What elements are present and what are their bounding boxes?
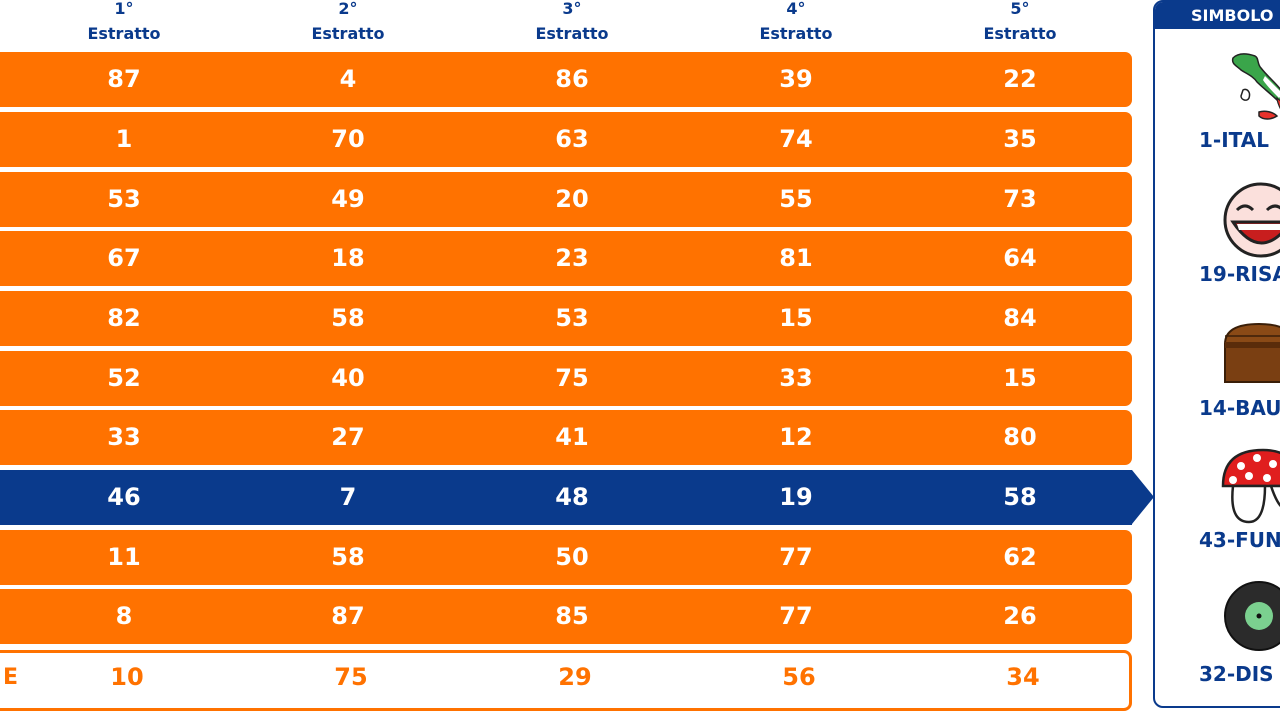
draw-number: 77 (779, 602, 813, 630)
draw-number: 48 (555, 483, 589, 511)
draw-number: 34 (1006, 663, 1040, 691)
draw-number: 33 (107, 423, 141, 451)
draw-number: 52 (107, 364, 141, 392)
draw-number: 77 (779, 543, 813, 571)
column-header-5: 5° Estratto (950, 0, 1090, 42)
column-label: Estratto (87, 24, 161, 43)
draw-number: 7 (339, 483, 357, 511)
draw-number: 75 (555, 364, 589, 392)
symbol-name: 19-RISA (1199, 262, 1280, 286)
draw-number: 56 (782, 663, 816, 691)
draw-number: 53 (555, 304, 589, 332)
draw-row-11-outlined[interactable]: E 10 75 29 56 34 (0, 650, 1132, 711)
draw-row-6[interactable]: 52 40 75 33 15 (0, 351, 1132, 406)
draw-number: 23 (555, 244, 589, 272)
draw-row-3[interactable]: 53 49 20 55 73 (0, 172, 1132, 227)
draw-number: 4 (339, 65, 357, 93)
draw-number: 50 (555, 543, 589, 571)
draw-number: 15 (1003, 364, 1037, 392)
draw-number: 67 (107, 244, 141, 272)
column-label: Estratto (311, 24, 385, 43)
draw-row-1[interactable]: 87 4 86 39 22 (0, 52, 1132, 107)
draw-row-4[interactable]: 67 18 23 81 64 (0, 231, 1132, 286)
draw-number: 58 (331, 543, 365, 571)
mushroom-icon (1221, 448, 1280, 524)
laughing-face-icon (1223, 182, 1280, 258)
draw-number: 49 (331, 185, 365, 213)
draw-number: 73 (1003, 185, 1037, 213)
symbol-name: 1-ITAL (1199, 128, 1269, 152)
draw-number: 84 (1003, 304, 1037, 332)
draw-number: 20 (555, 185, 589, 213)
draw-number: 40 (331, 364, 365, 392)
draw-number: 39 (779, 65, 813, 93)
draw-row-9[interactable]: 11 58 50 77 62 (0, 530, 1132, 585)
draw-row-2[interactable]: 1 70 63 74 35 (0, 112, 1132, 167)
draw-number: 10 (110, 663, 144, 691)
symbol-name: 43-FUN (1199, 528, 1280, 552)
column-header-2: 2° Estratto (278, 0, 418, 42)
draw-number: 53 (107, 185, 141, 213)
draw-number: 46 (107, 483, 141, 511)
draw-number: 19 (779, 483, 813, 511)
column-ordinal: 2° (338, 0, 358, 18)
column-label: Estratto (535, 24, 609, 43)
draw-number: 41 (555, 423, 589, 451)
draw-number: 87 (107, 65, 141, 93)
column-label: Estratto (759, 24, 833, 43)
draw-number: 82 (107, 304, 141, 332)
draw-number: 35 (1003, 125, 1037, 153)
draw-number: 62 (1003, 543, 1037, 571)
symbols-panel-title: SIMBOLO (1155, 2, 1280, 29)
draw-number: 29 (558, 663, 592, 691)
draw-number: 64 (1003, 244, 1037, 272)
draw-number: 22 (1003, 65, 1037, 93)
symbols-panel: SIMBOLO 1-ITAL 19-RISA 14-BAU (1153, 0, 1280, 708)
column-header-4: 4° Estratto (726, 0, 866, 42)
column-label: Estratto (983, 24, 1057, 43)
column-ordinal: 4° (786, 0, 806, 18)
chest-icon (1223, 322, 1280, 383)
column-ordinal: 5° (1010, 0, 1030, 18)
draw-number: 33 (779, 364, 813, 392)
symbol-name: 32-DIS (1199, 662, 1274, 686)
draw-number: 18 (331, 244, 365, 272)
draw-number: 12 (779, 423, 813, 451)
draw-number: 74 (779, 125, 813, 153)
draw-number: 75 (334, 663, 368, 691)
draw-number: 81 (779, 244, 813, 272)
draw-number: 15 (779, 304, 813, 332)
draw-number: 11 (107, 543, 141, 571)
draw-number: 80 (1003, 423, 1037, 451)
column-ordinal: 3° (562, 0, 582, 18)
draw-number: 55 (779, 185, 813, 213)
draw-number: 8 (115, 602, 133, 630)
draw-number: 1 (115, 125, 133, 153)
draw-row-10[interactable]: 8 87 85 77 26 (0, 589, 1132, 644)
draw-row-5[interactable]: 82 58 53 15 84 (0, 291, 1132, 346)
column-header-row: 1° Estratto 2° Estratto 3° Estratto 4° E… (0, 0, 1140, 46)
draw-number: 70 (331, 125, 365, 153)
draw-row-7[interactable]: 33 27 41 12 80 (0, 410, 1132, 465)
draw-number: 63 (555, 125, 589, 153)
draw-row-8-selected[interactable]: 46 7 48 19 58 (0, 470, 1154, 525)
draw-number: 26 (1003, 602, 1037, 630)
column-ordinal: 1° (114, 0, 134, 18)
draw-number: 86 (555, 65, 589, 93)
column-header-3: 3° Estratto (502, 0, 642, 42)
draw-number: 58 (331, 304, 365, 332)
draw-number: 58 (1003, 483, 1037, 511)
vinyl-record-icon (1224, 581, 1280, 651)
draw-number: 27 (331, 423, 365, 451)
italy-map-icon (1231, 53, 1280, 120)
column-header-1: 1° Estratto (54, 0, 194, 42)
symbol-name: 14-BAU (1199, 396, 1280, 420)
row-label: E (3, 665, 19, 690)
draw-number: 87 (331, 602, 365, 630)
draw-number: 85 (555, 602, 589, 630)
